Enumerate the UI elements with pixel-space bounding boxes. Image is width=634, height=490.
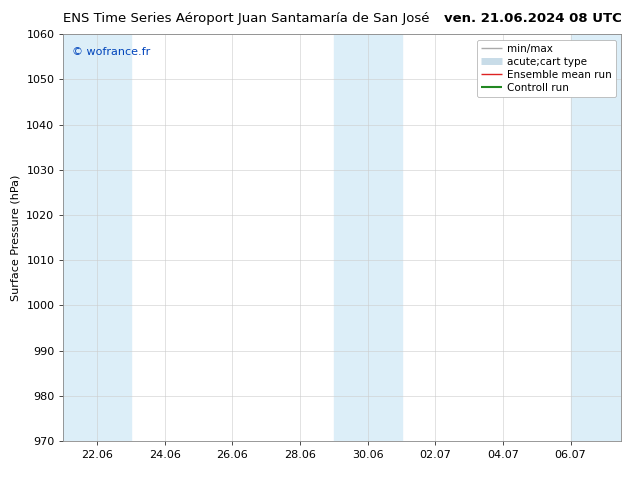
Bar	[63, 34, 131, 441]
Text: ven. 21.06.2024 08 UTC: ven. 21.06.2024 08 UTC	[444, 12, 621, 25]
Bar	[571, 34, 621, 441]
Text: ENS Time Series Aéroport Juan Santamaría de San José: ENS Time Series Aéroport Juan Santamaría…	[63, 12, 430, 25]
Legend: min/max, acute;cart type, Ensemble mean run, Controll run: min/max, acute;cart type, Ensemble mean …	[477, 40, 616, 97]
Y-axis label: Surface Pressure (hPa): Surface Pressure (hPa)	[11, 174, 21, 301]
Bar	[334, 34, 401, 441]
Text: © wofrance.fr: © wofrance.fr	[72, 47, 150, 56]
